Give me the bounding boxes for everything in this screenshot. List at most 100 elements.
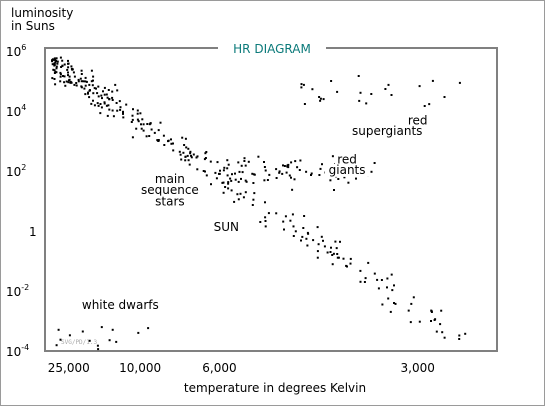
main-sequence-star <box>105 104 108 107</box>
main-sequence-star <box>54 70 57 73</box>
main-sequence-star <box>377 287 380 290</box>
main-sequence-star <box>305 237 308 240</box>
main-sequence-star <box>80 86 83 89</box>
main-sequence-star <box>172 149 175 152</box>
main-sequence-star <box>130 121 133 123</box>
main-sequence-star <box>337 256 340 259</box>
main-sequence-star <box>264 225 267 228</box>
main-sequence-star <box>230 179 233 182</box>
red-giant-star <box>263 166 266 168</box>
red-giant-star <box>243 157 246 160</box>
red-supergiant-star <box>311 88 314 91</box>
main-sequence-star <box>73 83 76 86</box>
red-giant-star <box>234 178 237 181</box>
main-sequence-star <box>62 75 64 77</box>
main-sequence-star <box>148 135 151 137</box>
red-giant-star <box>285 171 288 174</box>
main-sequence-star <box>61 59 64 62</box>
red-giant-star <box>347 181 350 184</box>
red-giant-star <box>288 174 291 177</box>
main-sequence-star <box>100 94 103 97</box>
main-sequence-star <box>92 92 95 95</box>
red-supergiant-star <box>319 99 322 102</box>
main-sequence-star <box>106 114 109 117</box>
red-supergiant-star <box>359 91 362 94</box>
red-supergiant-star <box>300 86 303 89</box>
red-giant-star <box>333 189 335 191</box>
main-sequence-star <box>203 158 206 161</box>
main-sequence-star <box>181 136 184 139</box>
main-sequence-star <box>99 112 102 115</box>
red-giant-star <box>343 176 346 179</box>
red-giant-star <box>290 176 292 179</box>
main-sequence-star <box>75 82 78 84</box>
white-dwarf-star <box>147 327 150 330</box>
main-sequence-star <box>67 74 69 77</box>
red-giant-star <box>266 179 269 181</box>
red-giant-star <box>275 168 278 171</box>
main-sequence-star <box>170 142 173 145</box>
main-sequence-star <box>97 85 100 88</box>
red-giant-star <box>286 164 289 167</box>
red-supergiant-star <box>358 99 361 102</box>
x-tick-label: 10,000 <box>119 361 161 375</box>
main-sequence-star <box>157 140 160 142</box>
main-sequence-star <box>118 100 121 103</box>
red-giant-star <box>226 174 229 177</box>
red-giant-star <box>355 177 357 180</box>
red-supergiant-star <box>458 81 461 84</box>
red-supergiant-star <box>443 96 446 98</box>
main-sequence-star <box>183 144 186 146</box>
white-dwarf-star <box>115 340 118 343</box>
main-sequence-star <box>84 84 87 87</box>
main-sequence-star <box>112 115 115 118</box>
main-sequence-star <box>111 96 114 99</box>
main-sequence-star <box>131 118 134 121</box>
red-supergiant-star <box>322 98 325 101</box>
main-sequence-star <box>107 104 110 107</box>
red-giant-star <box>310 174 312 176</box>
main-sequence-star <box>187 147 190 150</box>
main-sequence-star <box>214 171 217 174</box>
main-sequence-star <box>84 76 87 79</box>
main-sequence-star <box>84 93 87 96</box>
annotation-label: supergiants <box>352 124 422 138</box>
main-sequence-star <box>153 131 156 134</box>
white-dwarf-star <box>111 328 114 331</box>
main-sequence-star <box>381 303 384 306</box>
main-sequence-star <box>184 155 187 158</box>
red-supergiant-star <box>384 88 387 90</box>
main-sequence-star <box>282 220 285 223</box>
red-giant-star <box>238 170 241 173</box>
main-sequence-star <box>54 83 57 86</box>
main-sequence-star <box>90 69 93 72</box>
red-giant-star <box>247 160 250 163</box>
main-sequence-star <box>179 153 182 156</box>
main-sequence-star <box>108 108 111 111</box>
main-sequence-star <box>458 334 461 337</box>
main-sequence-star <box>75 84 78 87</box>
main-sequence-star <box>242 196 245 199</box>
red-giant-star <box>281 172 284 175</box>
main-sequence-star <box>223 166 226 169</box>
main-sequence-star <box>320 235 323 238</box>
main-sequence-star <box>93 104 96 107</box>
red-supergiant-star <box>319 97 322 100</box>
main-sequence-star <box>294 230 297 233</box>
main-sequence-star <box>218 172 220 175</box>
main-sequence-star <box>317 243 320 246</box>
main-sequence-star <box>222 181 225 184</box>
red-supergiant-star <box>302 83 305 86</box>
main-sequence-star <box>101 97 103 100</box>
white-dwarf-star <box>57 328 60 331</box>
annotation-background <box>214 221 239 234</box>
red-giant-star <box>240 177 242 180</box>
red-supergiant-star <box>357 75 360 77</box>
main-sequence-star <box>364 277 367 280</box>
main-sequence-star <box>222 169 225 172</box>
main-sequence-star <box>89 89 91 92</box>
red-giant-star <box>227 163 230 166</box>
main-sequence-star <box>236 193 239 196</box>
main-sequence-star <box>139 112 142 115</box>
annotation-label: sequence <box>141 183 199 197</box>
